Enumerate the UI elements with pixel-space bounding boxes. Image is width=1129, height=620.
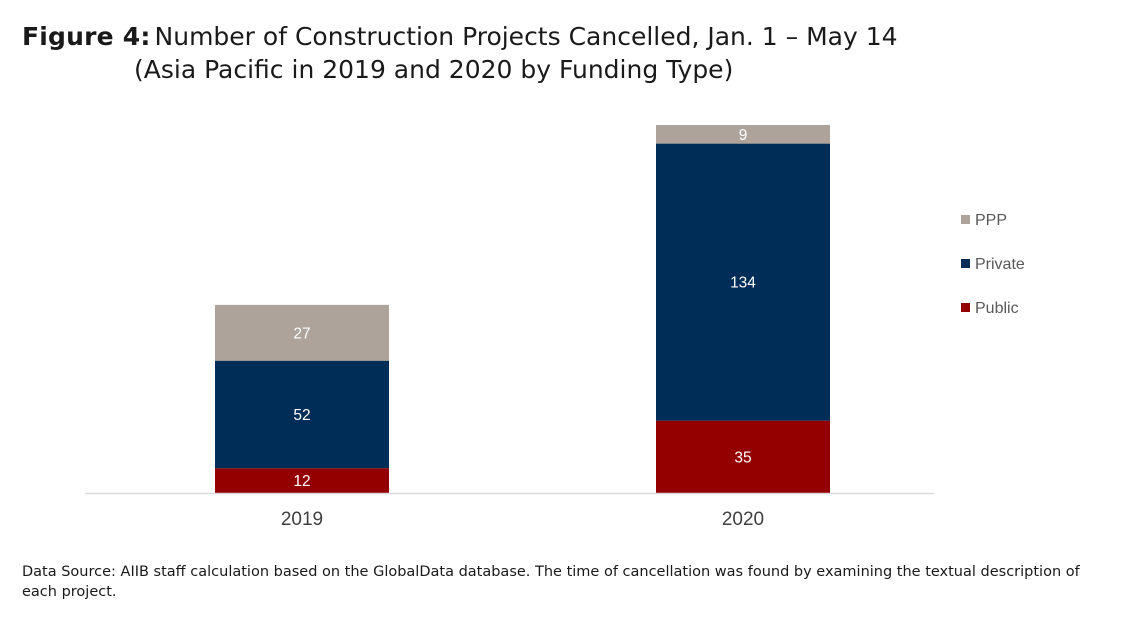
data-label-private-2019: 52 xyxy=(293,407,310,424)
stacked-bar-chart: 12 52 27 2019 35 134 9 2020 PPP Private Public xyxy=(85,125,1025,530)
bar-segment-ppp-2019 xyxy=(215,304,389,361)
bar-segment-public-2019 xyxy=(215,468,389,493)
legend-label-ppp: PPP xyxy=(975,212,1007,229)
data-label-public-2020: 35 xyxy=(734,449,751,466)
bar-segment-public-2020 xyxy=(656,420,830,493)
data-label-public-2019: 12 xyxy=(293,473,310,490)
chart-title-block: Figure 4: Number of Construction Project… xyxy=(22,22,898,84)
bar-segment-private-2019 xyxy=(215,360,389,469)
data-source-note: Data Source: AIIB staff calculation base… xyxy=(22,564,1080,600)
x-tick-label-2020: 2020 xyxy=(722,509,764,530)
data-label-ppp-2020: 9 xyxy=(739,127,748,144)
legend-swatch-ppp xyxy=(961,215,970,224)
bar-segment-private-2020 xyxy=(656,143,830,421)
chart-subtitle: (Asia Pacific in 2019 and 2020 by Fundin… xyxy=(134,55,734,84)
legend-swatch-public xyxy=(961,303,970,312)
bar-segment-ppp-2020 xyxy=(656,125,830,144)
x-tick-label-2019: 2019 xyxy=(281,509,323,530)
figure-label: Figure 4: xyxy=(22,22,151,51)
data-label-private-2020: 134 xyxy=(730,275,756,292)
chart-title: Number of Construction Projects Cancelle… xyxy=(154,22,898,51)
legend-swatch-private xyxy=(961,259,970,268)
data-label-ppp-2019: 27 xyxy=(293,325,310,342)
legend-label-private: Private xyxy=(975,256,1025,273)
legend-label-public: Public xyxy=(975,300,1019,317)
